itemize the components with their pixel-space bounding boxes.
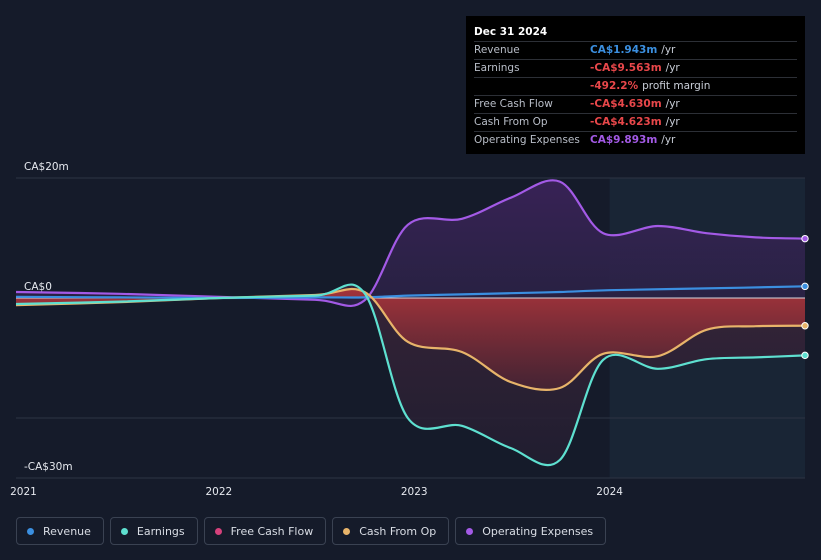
legend-dot-icon	[27, 527, 34, 535]
operating-expenses-end-marker	[801, 234, 809, 243]
tooltip-row-unit: /yr	[665, 62, 680, 74]
legend-label: Earnings	[136, 524, 185, 538]
tooltip-row-label	[474, 78, 590, 95]
legend-label: Operating Expenses	[482, 524, 594, 538]
tooltip-row-value: -CA$4.623m	[590, 116, 662, 128]
cash-from-op-area	[16, 289, 805, 390]
legend-item-earnings[interactable]: Earnings	[109, 517, 198, 545]
earnings-end-marker	[801, 351, 809, 360]
tooltip-date: Dec 31 2024	[474, 24, 797, 42]
data-tooltip: Dec 31 2024 Revenue CA$1.943m/yr Earnings -…	[466, 16, 805, 154]
tooltip-row-label: Cash From Op	[474, 116, 548, 128]
y-tick-label: CA$20m	[24, 161, 69, 173]
tooltip-row-value: -492.2%	[590, 80, 639, 92]
earnings-line	[15, 283, 806, 467]
tooltip-row: Cash From Op -CA$4.623m/yr	[474, 114, 797, 132]
legend-item-revenue[interactable]: Revenue	[16, 517, 104, 545]
tooltip-row-unit: profit margin	[642, 80, 711, 92]
legend-dot-icon	[466, 527, 474, 535]
x-tick-label: 2022	[206, 486, 233, 498]
y-tick-label: CA$0	[24, 281, 52, 293]
tooltip-row-unit: /yr	[665, 98, 680, 110]
tooltip-row-value: -CA$4.630m	[590, 98, 662, 110]
cash-from-op-end-marker	[801, 322, 809, 330]
tooltip-row: Revenue CA$1.943m/yr	[474, 42, 797, 60]
legend-item-operating-expenses[interactable]: Operating Expenses	[455, 517, 607, 545]
tooltip-row: Operating Expenses CA$9.893m/yr	[474, 132, 797, 149]
tooltip-row: Free Cash Flow -CA$4.630m/yr	[474, 96, 797, 114]
revenue-line	[15, 285, 806, 300]
legend-dot-icon	[214, 527, 222, 535]
tooltip-row-value: -CA$9.563m	[590, 62, 662, 74]
chart-legend: Revenue Earnings Free Cash Flow Cash From O…	[16, 517, 607, 545]
x-tick-label: 2024	[596, 486, 623, 498]
legend-item-cash-from-op[interactable]: Cash From Op	[332, 517, 450, 545]
x-tick-label: 2021	[10, 486, 37, 498]
legend-label: Cash From Op	[359, 524, 437, 538]
tooltip-row-label: Earnings	[474, 62, 520, 74]
tooltip-row-unit: /yr	[661, 134, 676, 146]
tooltip-row-label: Revenue	[474, 44, 520, 56]
tooltip-row: -492.2% profit margin	[474, 78, 797, 96]
tooltip-row-label: Operating Expenses	[474, 134, 580, 146]
tooltip-row-label: Free Cash Flow	[474, 98, 553, 110]
chart-canvas: CA$20m CA$0 -CA$30m 2021 2022 2023 2024	[10, 161, 809, 498]
tooltip-row: Earnings -CA$9.563m/yr	[474, 60, 797, 78]
legend-label: Free Cash Flow	[230, 524, 314, 538]
revenue-end-marker	[801, 282, 809, 291]
legend-item-free-cash-flow[interactable]: Free Cash Flow	[203, 517, 327, 545]
legend-dot-icon	[120, 527, 128, 535]
x-tick-label: 2023	[401, 486, 428, 498]
tooltip-row-value: CA$9.893m	[590, 134, 658, 146]
tooltip-row-unit: /yr	[661, 44, 676, 56]
operating-expenses-area	[16, 180, 805, 306]
y-tick-label: -CA$30m	[24, 461, 73, 473]
operating-expenses-line	[15, 179, 806, 307]
tooltip-row-value: CA$1.943m	[590, 44, 658, 56]
legend-label: Revenue	[43, 524, 91, 538]
tooltip-row-unit: /yr	[665, 116, 680, 128]
legend-dot-icon	[343, 527, 351, 535]
